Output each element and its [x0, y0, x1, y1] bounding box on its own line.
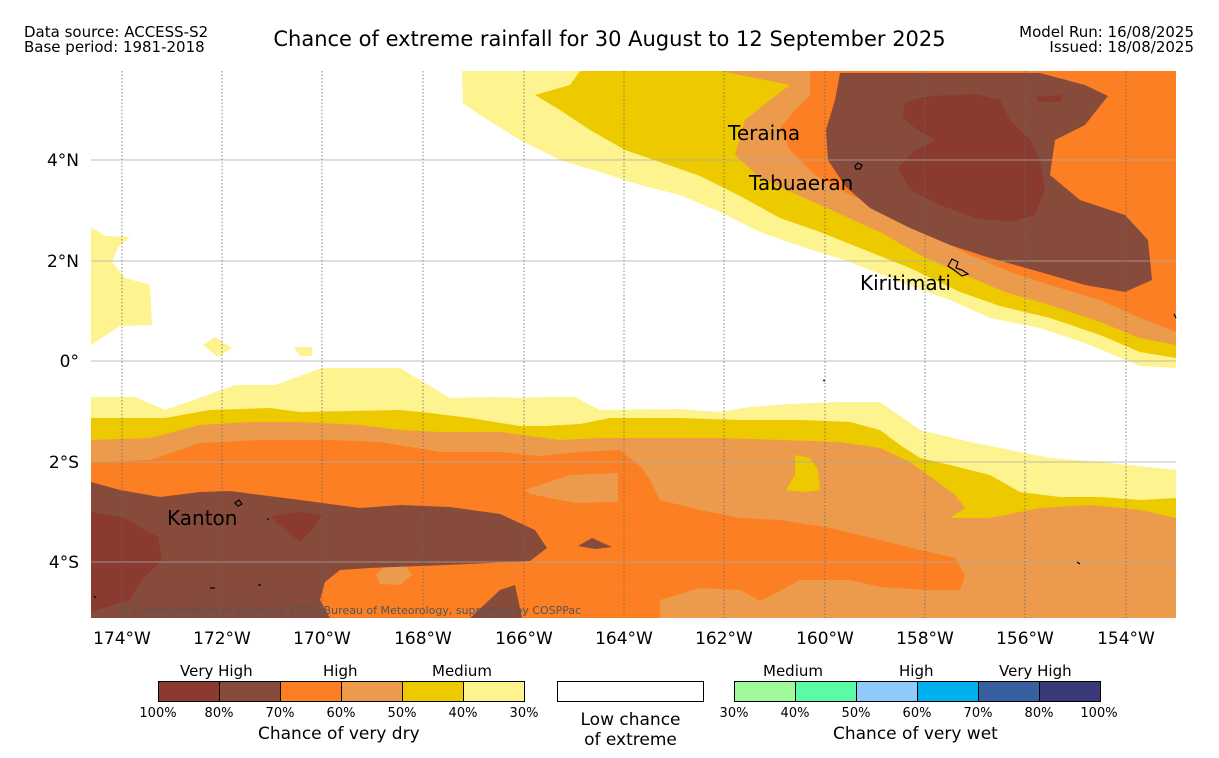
lon-label-174w: 174°W [93, 629, 151, 649]
legend-wet-swatch-30-40 [734, 681, 796, 702]
legend-dry-swatch-50-60 [341, 681, 403, 702]
page-title: Chance of extreme rainfall for 30 August… [273, 27, 946, 51]
contour-50-south-inner [525, 473, 618, 503]
legend-dry-swatch-70-80 [219, 681, 281, 702]
legend-low-line1: Low chance [580, 710, 681, 730]
place-label-teraina: Teraina [727, 121, 800, 145]
legend-low-swatch [557, 681, 704, 702]
lat-label-4n: 4°N [47, 151, 79, 171]
legend-wet-tick: 40% [780, 706, 810, 721]
small-island-g [1173, 313, 1177, 319]
legend-dry-tick: 80% [204, 706, 234, 721]
place-label-tabuaeran: Tabuaeran [748, 171, 853, 195]
lat-labels: 4°N 2°N 0° 2°S 4°S [47, 151, 79, 573]
legend-wet-group-medium: Medium [763, 662, 823, 680]
legend-dry-swatch-80-100 [158, 681, 220, 702]
lon-label-168w: 168°W [394, 629, 452, 649]
lat-label-2s: 2°S [49, 453, 79, 473]
contour-30-patch-a [203, 337, 232, 357]
teraina-island [854, 162, 863, 170]
legend-wet-group-high: High [899, 662, 934, 680]
legend-dry-group-high: High [323, 662, 358, 680]
legend-dry-group-medium: Medium [432, 662, 492, 680]
legend-wet-tick: 100% [1080, 706, 1118, 721]
legend-wet-swatch-80-100 [1039, 681, 1101, 702]
legend-wet-tick: 60% [902, 706, 932, 721]
contour-50-south-spot [376, 565, 412, 585]
legend-dry-tick: 50% [387, 706, 417, 721]
legend-wet-swatch-50-60 [856, 681, 918, 702]
contour-70-south-lower [470, 585, 522, 618]
legend-dry-caption: Chance of very dry [258, 724, 420, 744]
small-island-f [822, 379, 826, 382]
legend-wet-swatch-60-70 [917, 681, 979, 702]
legend-wet-tick: 50% [841, 706, 871, 721]
lon-label-160w: 160°W [796, 629, 854, 649]
place-label-kiritimati: Kiritimati [860, 271, 951, 295]
legend-dry-swatch-60-70 [280, 681, 342, 702]
contour-70-south-spot [578, 538, 612, 549]
map-grid [91, 71, 1176, 618]
legend-dry-tick: 100% [139, 706, 177, 721]
legend-wet-tick: 80% [1024, 706, 1054, 721]
base-period: Base period: 1981-2018 [24, 38, 205, 56]
place-label-kanton: Kanton [167, 506, 237, 530]
legend-low-line2: of extreme [584, 730, 677, 750]
legend-wet-tick: 30% [719, 706, 749, 721]
model-run: Model Run: 16/08/2025 [1019, 23, 1194, 41]
lon-label-158w: 158°W [896, 629, 954, 649]
small-island-d [93, 595, 97, 599]
contour-30-west-patch [91, 227, 152, 345]
contour-80-north-spot [1035, 95, 1062, 102]
legend-wet-swatch-70-80 [978, 681, 1040, 702]
issued-date: Issued: 18/08/2025 [1049, 38, 1194, 56]
legend-wet-tick: 70% [963, 706, 993, 721]
legend-dry-swatch-40-50 [402, 681, 464, 702]
lat-label-2n: 2°N [47, 252, 79, 272]
contour-40-tongue [786, 455, 820, 492]
lon-label-172w: 172°W [193, 629, 251, 649]
legend-dry-tick: 40% [448, 706, 478, 721]
contour-80-north [898, 94, 1045, 222]
lat-label-4s: 4°S [49, 553, 79, 573]
kanton-island [234, 499, 243, 507]
small-island-e [1076, 561, 1081, 565]
probability-contours [91, 71, 1176, 618]
lon-label-154w: 154°W [1097, 629, 1155, 649]
contour-70-south [91, 482, 547, 618]
lon-labels: 174°W 172°W 170°W 168°W 166°W 164°W 162°… [93, 629, 1155, 649]
lon-label-170w: 170°W [293, 629, 351, 649]
contour-30-patch-b [294, 347, 312, 356]
legend-dry-tick: 70% [265, 706, 295, 721]
copyright-notice: © Commonwealth of Australia 2025, Bureau… [118, 604, 581, 617]
lon-label-166w: 166°W [495, 629, 553, 649]
lon-label-162w: 162°W [695, 629, 753, 649]
legend-wet-swatch-40-50 [795, 681, 857, 702]
legend-wet-group-very-high: Very High [999, 662, 1072, 680]
data-source: Data source: ACCESS-S2 [24, 23, 209, 41]
contour-80-south-center [270, 512, 322, 542]
legend-wet-caption: Chance of very wet [833, 724, 998, 744]
contour-60-north-east [1090, 71, 1176, 325]
contour-50-south-lower [660, 588, 780, 618]
lon-label-164w: 164°W [595, 629, 653, 649]
legend-dry-tick: 30% [509, 706, 539, 721]
island-outlines [93, 162, 1177, 599]
lat-label-0: 0° [60, 352, 79, 372]
legend-dry-group-very-high: Very High [180, 662, 253, 680]
lon-label-156w: 156°W [996, 629, 1054, 649]
legend-dry-swatch-30-40 [463, 681, 525, 702]
kiritimati-island [947, 258, 970, 277]
legend-dry-tick: 60% [326, 706, 356, 721]
